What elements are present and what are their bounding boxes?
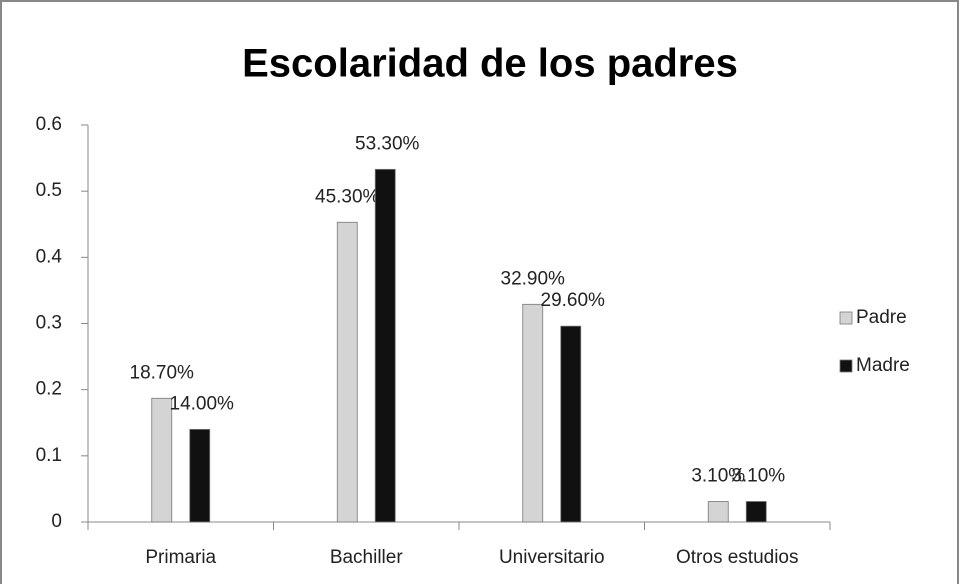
y-tick-label: 0.6: [36, 114, 62, 135]
data-label: 53.30%: [355, 133, 420, 154]
x-tick-label: Bachiller: [330, 547, 404, 568]
legend-swatch: [839, 311, 853, 325]
data-label: 45.30%: [315, 186, 380, 207]
y-tick-label: 0: [51, 511, 62, 532]
legend-label: Padre: [856, 307, 907, 328]
data-label: 32.90%: [501, 268, 566, 289]
x-tick-label: Primaria: [145, 547, 216, 568]
data-label: 14.00%: [170, 393, 235, 414]
data-label: 18.70%: [130, 362, 195, 383]
chart-title: Escolaridad de los padres: [242, 42, 738, 86]
y-tick-label: 0.4: [36, 246, 63, 267]
bar: [374, 168, 396, 523]
y-tick-label: 0.2: [36, 379, 62, 400]
x-tick-label: Otros estudios: [676, 547, 799, 568]
bar: [522, 303, 544, 523]
legend-label: Madre: [856, 355, 910, 376]
y-tick-label: 0.3: [36, 313, 62, 334]
data-label: 3.10%: [731, 466, 785, 487]
bar: [189, 428, 211, 523]
data-label: 29.60%: [541, 290, 606, 311]
bar: [560, 325, 582, 523]
y-tick-label: 0.5: [36, 180, 62, 201]
data-label: 3.10%: [691, 466, 745, 487]
y-tick-label: 0.1: [36, 445, 62, 466]
bar: [745, 501, 767, 523]
x-tick-label: Universitario: [499, 547, 605, 568]
legend-swatch: [839, 359, 853, 373]
bar: [707, 501, 729, 523]
bar: [151, 397, 173, 523]
bar: [336, 221, 358, 523]
